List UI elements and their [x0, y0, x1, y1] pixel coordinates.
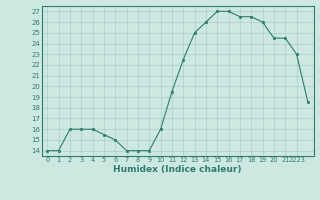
X-axis label: Humidex (Indice chaleur): Humidex (Indice chaleur) [113, 165, 242, 174]
